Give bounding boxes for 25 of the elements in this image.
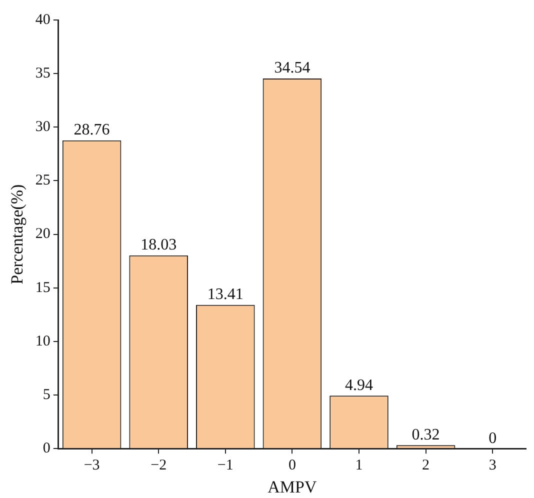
data-label: 13.41 [207,286,244,304]
x-tick-label: −3 [84,458,100,474]
x-tick-label: 1 [355,458,363,474]
y-tick-label: 30 [35,119,50,136]
data-label: 28.76 [74,122,110,139]
y-tick-label: 10 [35,333,50,350]
y-axis-title: Percentage(%) [8,184,27,284]
x-tick-label: 3 [488,458,496,474]
x-axis-title: AMPV [268,477,318,496]
y-tick-label: 15 [35,280,50,296]
y-tick-label: 0 [42,440,50,457]
data-label: 0 [488,430,497,447]
y-tick-label: 25 [35,172,50,189]
data-label: 34.54 [274,60,310,77]
y-tick-label: 40 [35,12,50,28]
x-tick-label: −1 [217,458,234,474]
x-tick-label: −2 [150,458,167,474]
y-tick-label: 20 [35,226,50,242]
y-tick-label: 5 [42,386,50,403]
x-tick-label: 2 [422,458,430,474]
data-label: 18.03 [140,236,177,254]
y-tick-label: 35 [35,66,50,82]
data-label: 4.94 [345,376,373,394]
data-label: 0.32 [412,426,440,444]
x-tick-label: 0 [288,458,296,474]
